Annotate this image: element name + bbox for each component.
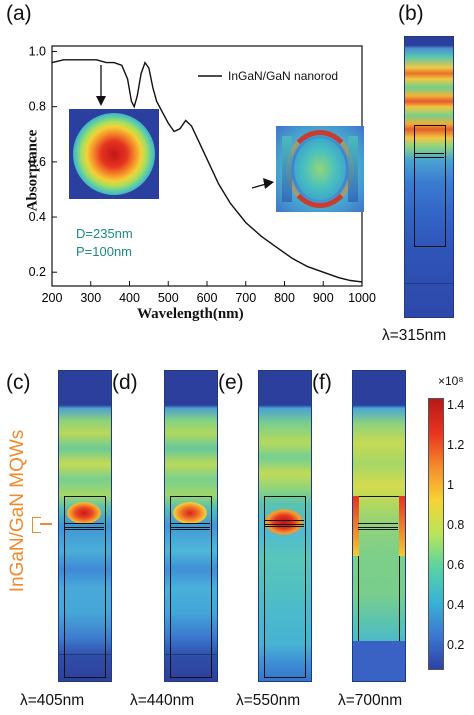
wavelength-label-d: λ=440nm [130,692,195,709]
field-map-d [164,370,218,682]
field-map-e [258,370,312,682]
x-tick-label: 200 [42,291,63,305]
mqw-pointer [40,523,52,525]
inset-field-map-right [276,126,364,212]
mqw-side-label: InGaN/GaN MQWs [7,429,28,593]
wavelength-label-c: λ=405nm [20,692,85,709]
colorbar [428,398,444,670]
x-tick-label: 800 [274,291,295,305]
field-map-c [58,370,112,682]
arrow-to-inset-left [96,65,106,106]
x-tick-label: 400 [119,291,140,305]
y-axis-title: Absorptance [24,129,41,212]
panel-label-d: (d) [112,371,138,394]
colorbar-tick-label: 1 [447,478,454,492]
wavelength-label-e: λ=550nm [236,692,301,709]
wavelength-label-b: λ=315nm [382,327,447,344]
y-tick-label: 0.2 [29,265,46,279]
x-tick-label: 1000 [348,291,376,305]
x-tick-label: 600 [197,291,218,305]
y-tick-label: 0.6 [29,155,46,169]
field-map-b [404,36,454,318]
panel-label-f: (f) [312,371,332,394]
colorbar-tick-label: 0.8 [447,518,465,532]
inset-field-map-left [69,109,159,199]
panel-label-c: (c) [6,371,31,394]
annotation-period: P=100nm [76,244,133,259]
x-tick-label: 500 [158,291,179,305]
absorptance-chart: 200 300 400 500 600 700 800 900 1000 0.2 0.4 0.6 0.8… [29,45,376,305]
colorbar-tick-label: 0.4 [447,598,465,612]
annotation-diameter: D=235nm [76,226,133,241]
arrow-to-inset-right [251,178,274,189]
x-tick-label: 700 [235,291,256,305]
y-tick-label: 1.0 [29,45,46,59]
field-map-f [352,370,406,682]
colorbar-tick-label: 1.2 [447,438,465,452]
colorbar-tick-label: 0.6 [447,558,465,572]
x-tick-label: 900 [313,291,334,305]
y-tick-label: 0.4 [29,210,46,224]
panel-label-a: (a) [6,2,32,25]
colorbar-exponent: ×10⁸ [438,374,464,388]
mqw-bracket [32,517,41,533]
chart-ticks: 200 300 400 500 600 700 800 900 1000 0.2 0.4 0.6 0.8… [29,45,376,305]
colorbar-tick-label: 1.4 [447,398,465,412]
panel-label-b: (b) [398,2,424,25]
legend-label: InGaN/GaN nanorod [228,69,339,83]
panel-label-e: (e) [218,371,244,394]
x-axis-title: Wavelength(nm) [137,306,244,322]
colorbar-tick-label: 0.2 [447,638,465,652]
wavelength-label-f: λ=700nm [338,692,403,709]
absorptance-line [51,59,363,283]
x-tick-label: 300 [80,291,101,305]
y-tick-label: 0.8 [29,100,46,114]
